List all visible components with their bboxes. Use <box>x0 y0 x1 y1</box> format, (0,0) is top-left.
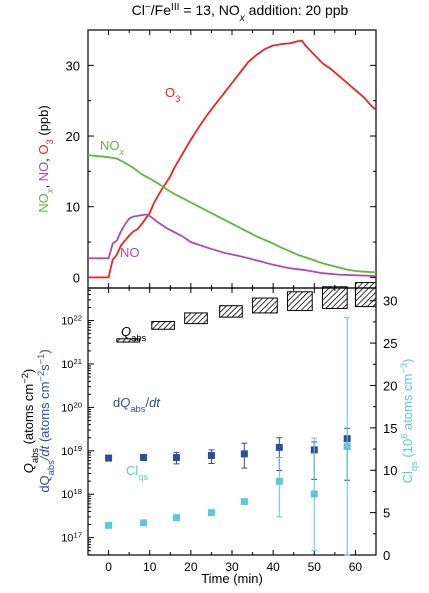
dqdt-label: dQabs/dt <box>113 395 161 414</box>
x-axis-label: Time (min) <box>201 571 263 586</box>
clqs-point <box>343 443 351 451</box>
bottom-y-tick-label: 1019 <box>61 443 82 458</box>
x-tick-label: 50 <box>308 560 322 574</box>
right-y-tick-label: 25 <box>383 336 397 351</box>
clqs-point <box>172 514 180 522</box>
clqs-point <box>105 521 113 529</box>
qabs-box <box>252 297 278 314</box>
clqs-point <box>240 498 248 506</box>
bottom-y-tick-label: 1018 <box>61 487 82 502</box>
dqdt-point <box>105 454 113 462</box>
top-panel-layer: 0 10 20 30 NOx, NO, O3 (ppb) O3 NOx NO <box>36 30 377 288</box>
top-y-tick-label: 20 <box>66 129 80 144</box>
series-label-o3: O3 <box>165 85 180 104</box>
dqdt-point <box>140 454 148 462</box>
qabs-box <box>219 305 243 318</box>
qabs-box <box>184 312 208 325</box>
bottom-y-tick-label: 1022 <box>61 313 82 328</box>
series-label-no: NO <box>120 245 140 260</box>
series-label-nox: NOx <box>100 138 125 157</box>
bottom-y-axis-label-qabs: Qabs (atoms cm−2) <box>20 369 40 474</box>
top-y-axis-label: NOx, NO, O3 (ppb) <box>36 105 55 212</box>
right-y-tick-label: 10 <box>383 463 397 478</box>
clqs-point <box>310 490 318 498</box>
bottom-y-tick-label: 1017 <box>61 530 82 545</box>
bottom-y-axis-label-dqdt: dQabs/dt (atoms cm−2s−1) <box>36 349 56 492</box>
x-tick-label: 40 <box>266 560 280 574</box>
x-tick-label: 30 <box>225 560 239 574</box>
qabs-box <box>322 286 348 309</box>
qabs-box <box>116 338 140 343</box>
dqdt-point <box>275 443 283 451</box>
series-line-o3 <box>88 39 377 279</box>
bottom-y-tick-label: 1021 <box>61 356 82 371</box>
right-y-axis-label: Clqs (106 atoms cm−3) <box>399 359 419 484</box>
chart-title: Cl−/FeIII = 13, NOx addition: 20 ppb <box>132 2 349 24</box>
clqs-label: Clqs <box>126 463 148 482</box>
top-y-tick-label: 0 <box>73 270 80 285</box>
top-y-tick-label: 10 <box>66 200 80 215</box>
clqs-point <box>275 477 283 485</box>
x-tick-label: 10 <box>143 560 157 574</box>
bottom-y-tick-label: 1020 <box>61 400 82 415</box>
right-y-tick-label: 5 <box>383 506 390 521</box>
clqs-point <box>140 519 148 527</box>
dqdt-point <box>172 454 180 462</box>
x-tick-label: 0 <box>105 560 112 574</box>
dqdt-point <box>207 451 215 459</box>
bottom-panel-layer: 0 10 20 30 40 50 60101710181019102010211022051… <box>20 282 419 574</box>
right-y-tick-label: 30 <box>383 294 397 309</box>
qabs-box <box>354 282 377 308</box>
dqdt-point <box>240 450 248 458</box>
top-y-tick-label: 30 <box>66 58 80 73</box>
series-line-nox <box>87 154 377 274</box>
x-tick-label: 60 <box>349 560 363 574</box>
right-y-tick-label: 0 <box>383 548 390 563</box>
clqs-point <box>207 509 215 517</box>
right-y-tick-label: 15 <box>383 421 397 436</box>
qabs-box <box>151 321 175 330</box>
qabs-label: Qabs <box>121 324 147 343</box>
right-y-tick-label: 20 <box>383 378 397 393</box>
bottom-panel-frame <box>87 287 377 556</box>
series-line-no <box>88 213 377 277</box>
x-tick-label: 20 <box>184 560 198 574</box>
qabs-box <box>287 291 313 312</box>
